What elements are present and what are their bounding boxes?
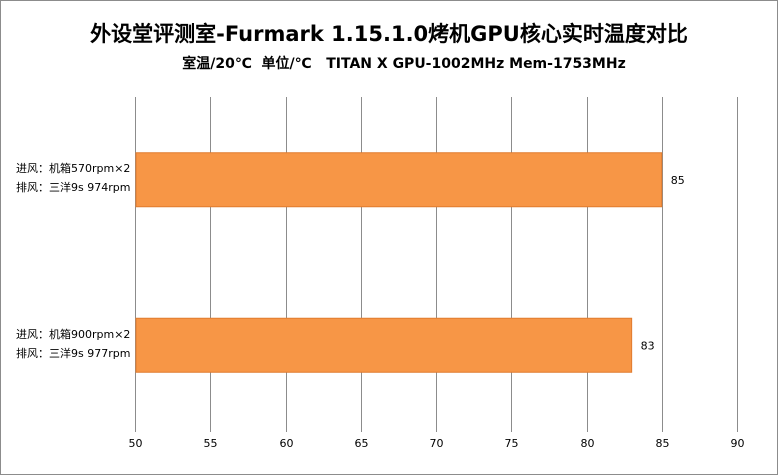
bar-1 xyxy=(135,152,663,208)
x-tick-label-55: 55 xyxy=(204,437,218,450)
x-tick-label-50: 50 xyxy=(129,437,143,450)
category-label-1: 进风：机箱570rpm×2 排风：三洋9s 974rpm xyxy=(16,159,130,197)
x-tick-label-80: 80 xyxy=(581,437,595,450)
category-label-1-line-1: 进风：机箱570rpm×2 xyxy=(16,162,131,175)
category-label-2-line-2: 排风：三洋9s 977rpm xyxy=(16,347,131,360)
category-label-2: 进风：机箱900rpm×2 排风：三洋9s 977rpm xyxy=(16,325,130,363)
category-label-2-line-1: 进风：机箱900rpm×2 xyxy=(16,328,131,341)
chart-subtitle: 室温/20℃ 单位/℃ TITAN X GPU-1002MHz Mem-1753… xyxy=(182,56,626,72)
category-label-1-line-2: 排风：三洋9s 974rpm xyxy=(16,181,131,194)
x-tick-label-85: 85 xyxy=(656,437,670,450)
x-tick-label-65: 65 xyxy=(355,437,369,450)
x-tick-label-70: 70 xyxy=(430,437,444,450)
bar-2 xyxy=(135,317,633,373)
bar-value-label-2: 83 xyxy=(641,339,655,352)
bar-value-label-1: 85 xyxy=(671,174,685,187)
x-tick-label-90: 90 xyxy=(731,437,745,450)
x-tick-label-60: 60 xyxy=(280,437,294,450)
chart-title: 外设堂评测室-Furmark 1.15.1.0烤机GPU核心实时温度对比 xyxy=(90,22,688,46)
x-tick-label-75: 75 xyxy=(505,437,519,450)
